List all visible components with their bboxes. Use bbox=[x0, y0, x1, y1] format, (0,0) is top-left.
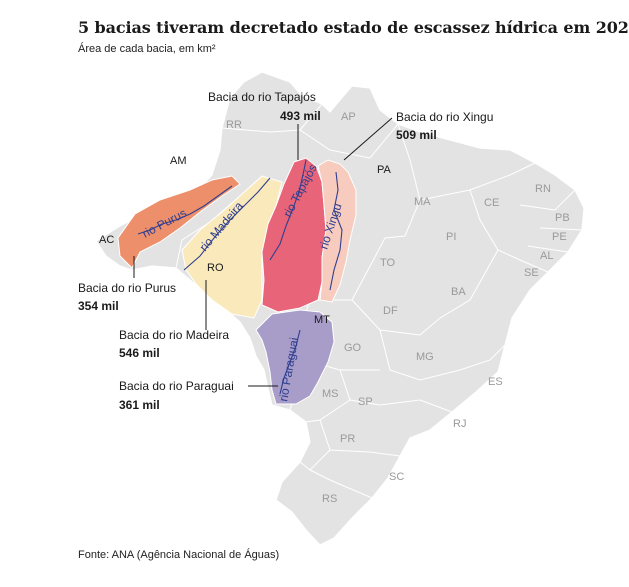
callout-madeira-name: Bacia do rio Madeira bbox=[119, 328, 229, 342]
state-label: SC bbox=[389, 471, 404, 483]
state-label: PA bbox=[377, 164, 392, 176]
callout-xingu-name: Bacia do rio Xingu bbox=[396, 110, 493, 124]
state-label: MT bbox=[314, 314, 330, 326]
basin-purus bbox=[117, 175, 241, 269]
state-label: RR bbox=[226, 119, 242, 131]
state-label: DF bbox=[383, 305, 398, 317]
callout-madeira-value: 546 mil bbox=[119, 346, 160, 360]
state-label: RJ bbox=[453, 418, 466, 430]
state-label: RN bbox=[535, 183, 551, 195]
brazil-outline bbox=[95, 71, 585, 546]
state-label: PI bbox=[446, 231, 456, 243]
callout-xingu-value: 509 mil bbox=[396, 128, 437, 142]
state-label: MA bbox=[414, 196, 431, 208]
basin-xingu bbox=[317, 159, 357, 303]
state-label: CE bbox=[484, 197, 499, 209]
river-lines bbox=[137, 159, 343, 395]
state-label: PE bbox=[552, 231, 567, 243]
callout-purus-value: 354 mil bbox=[78, 299, 119, 313]
callout-purus-name: Bacia do rio Purus bbox=[78, 281, 176, 295]
state-label: AP bbox=[341, 111, 356, 123]
callout-tapajos-name: Bacia do rio Tapajós bbox=[208, 90, 316, 104]
chart-title: 5 bacias tiveram decretado estado de esc… bbox=[78, 18, 629, 37]
state-label: AL bbox=[540, 250, 553, 262]
state-label: MS bbox=[322, 388, 339, 400]
state-label: AC bbox=[99, 234, 114, 246]
state-labels: RR AP AM PA MA CE RN PB PE AL SE PI AC R… bbox=[99, 111, 570, 505]
state-label: PR bbox=[340, 433, 355, 445]
state-label: SE bbox=[524, 267, 539, 279]
source-note: Fonte: ANA (Agência Nacional de Águas) bbox=[78, 549, 280, 561]
callout-paraguai-value: 361 mil bbox=[119, 398, 160, 412]
state-label: SP bbox=[358, 396, 373, 408]
state-label: PB bbox=[555, 212, 570, 224]
callout-tapajos-value: 493 mil bbox=[280, 109, 321, 123]
chart-subtitle: Área de cada bacia, em km² bbox=[78, 43, 216, 55]
state-label: GO bbox=[344, 342, 362, 354]
callout-paraguai-name: Bacia do rio Paraguai bbox=[119, 379, 234, 393]
state-label: TO bbox=[380, 257, 396, 269]
callout-lines bbox=[133, 117, 393, 387]
state-label: RS bbox=[322, 493, 337, 505]
state-label: AM bbox=[170, 155, 187, 167]
state-label: RO bbox=[207, 262, 224, 274]
state-label: BA bbox=[451, 286, 466, 298]
basin-paraguai bbox=[255, 309, 335, 405]
state-label: MG bbox=[416, 351, 434, 363]
state-label: ES bbox=[488, 376, 503, 388]
